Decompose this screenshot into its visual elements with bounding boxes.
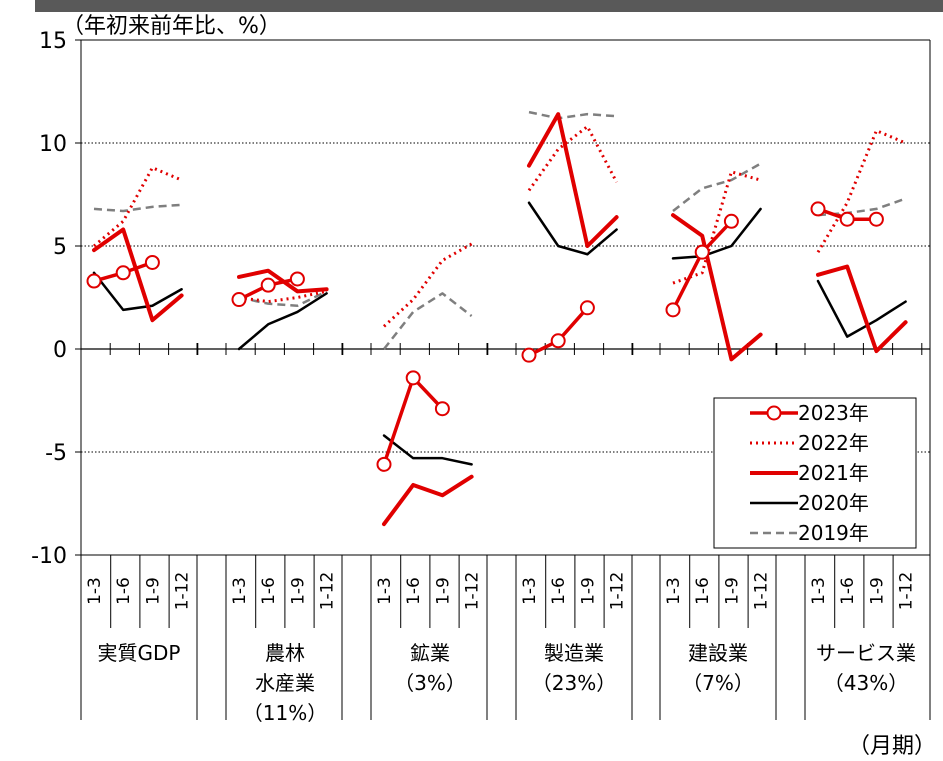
x-tick-label-4-2: 1-9 xyxy=(722,577,742,605)
series-line-2-4 xyxy=(671,213,763,362)
data-point-0-4-2 xyxy=(723,213,739,229)
x-tick-label-5-3: 1-12 xyxy=(897,572,917,611)
data-point-0-0-2 xyxy=(144,254,160,270)
x-tick-label-2-3: 1-12 xyxy=(463,572,483,611)
legend-label-4: 2019年 xyxy=(798,521,869,545)
series-line-1-4 xyxy=(672,170,762,285)
data-point-0-1-0 xyxy=(231,292,247,308)
x-tick-label-3-3: 1-12 xyxy=(608,572,628,611)
series-line-4-1 xyxy=(238,290,328,307)
y-tick-label-1: 10 xyxy=(39,132,67,157)
data-point-0-4-0 xyxy=(665,302,681,318)
group-label-4-1: （7%） xyxy=(682,671,754,695)
group-label-3-1: （23%） xyxy=(532,671,616,695)
period-label: （月期） xyxy=(848,734,937,759)
data-point-0-3-0 xyxy=(521,347,537,363)
legend-label-1: 2022年 xyxy=(798,431,869,455)
data-point-0-2-0 xyxy=(376,456,392,472)
data-point-0-1-2 xyxy=(289,271,305,287)
x-tick-label-3-0: 1-3 xyxy=(520,577,540,605)
x-tick-label-1-2: 1-9 xyxy=(288,577,308,605)
series-line-4-2 xyxy=(383,292,473,350)
data-point-0-0-0 xyxy=(86,273,102,289)
y-tick-label-5: -10 xyxy=(31,544,67,569)
series-line-1-2 xyxy=(382,242,473,328)
x-tick-label-1-1: 1-6 xyxy=(259,577,279,605)
legend-marker-0 xyxy=(766,405,782,421)
x-tick-label-0-0: 1-3 xyxy=(85,577,105,605)
data-point-0-5-0 xyxy=(810,201,826,217)
series-line-3-1 xyxy=(237,292,328,351)
series-line-3-0 xyxy=(92,271,183,312)
x-tick-label-2-1: 1-6 xyxy=(404,577,424,605)
x-tick-label-5-1: 1-6 xyxy=(838,577,858,605)
series-line-3-4 xyxy=(671,207,762,260)
y-tick-label-4: -5 xyxy=(45,441,67,466)
data-point-0-3-2 xyxy=(579,300,595,316)
legend-label-0: 2023年 xyxy=(798,401,869,425)
x-tick-label-2-0: 1-3 xyxy=(375,577,395,605)
header-bar xyxy=(35,0,943,12)
x-tick-label-0-1: 1-6 xyxy=(114,577,134,605)
x-tick-label-0-2: 1-9 xyxy=(143,577,163,605)
x-tick-label-5-2: 1-9 xyxy=(867,577,887,605)
series-line-4-3 xyxy=(528,110,617,120)
data-point-0-3-1 xyxy=(550,333,566,349)
x-tick-label-5-0: 1-3 xyxy=(809,577,829,605)
series-line-2-2 xyxy=(382,474,474,527)
group-label-3-0: 製造業 xyxy=(544,641,604,665)
x-tick-label-1-0: 1-3 xyxy=(230,577,250,605)
legend-label-3: 2020年 xyxy=(798,491,869,515)
series-line-2-0 xyxy=(92,227,184,323)
data-point-0-0-1 xyxy=(115,265,131,281)
series-line-0-2 xyxy=(382,376,445,467)
legend-box xyxy=(713,397,917,549)
series-line-1-5 xyxy=(816,129,907,253)
group-label-4-0: 建設業 xyxy=(688,641,748,665)
series-line-4-0 xyxy=(93,203,182,213)
y-tick-label-2: 5 xyxy=(53,235,67,260)
unit-label: （年初来前年比、%） xyxy=(62,14,281,39)
data-point-0-5-1 xyxy=(839,211,855,227)
group-label-5-1: （43%） xyxy=(824,671,908,695)
x-tick-label-3-2: 1-9 xyxy=(578,577,598,605)
group-label-2-0: 鉱業 xyxy=(410,641,450,665)
group-label-1-1: 水産業 xyxy=(255,671,315,695)
data-point-0-2-2 xyxy=(434,401,450,417)
legend-label-2: 2021年 xyxy=(798,461,869,485)
series-line-3-2 xyxy=(382,434,473,466)
x-tick-label-3-1: 1-6 xyxy=(549,577,569,605)
series-line-2-5 xyxy=(816,264,908,354)
group-label-1-2: （11%） xyxy=(243,701,327,725)
group-label-2-1: （3%） xyxy=(394,671,466,695)
data-point-0-5-2 xyxy=(868,211,884,227)
series-line-2-3 xyxy=(527,112,619,248)
x-tick-label-1-3: 1-12 xyxy=(318,572,338,611)
series-line-3-5 xyxy=(816,279,907,338)
series-line-4-4 xyxy=(672,162,762,212)
group-label-5-0: サービス業 xyxy=(816,641,916,665)
data-point-0-4-1 xyxy=(694,244,710,260)
y-tick-label-3: 0 xyxy=(53,338,67,363)
x-tick-label-4-0: 1-3 xyxy=(664,577,684,605)
series-line-1-3 xyxy=(527,125,618,192)
group-label-0-0: 実質GDP xyxy=(98,641,181,665)
data-point-0-2-1 xyxy=(405,370,421,386)
y-tick-label-0: 15 xyxy=(39,29,67,54)
data-point-0-1-1 xyxy=(260,277,276,293)
group-label-1-0: 農林 xyxy=(265,641,305,665)
series-line-1-1 xyxy=(238,289,327,304)
x-tick-label-4-1: 1-6 xyxy=(693,577,713,605)
x-tick-label-4-3: 1-12 xyxy=(752,572,772,611)
series-line-1-0 xyxy=(93,166,183,248)
series-line-3-3 xyxy=(527,201,618,256)
x-tick-label-2-2: 1-9 xyxy=(433,577,453,605)
x-tick-label-0-3: 1-12 xyxy=(173,572,193,611)
